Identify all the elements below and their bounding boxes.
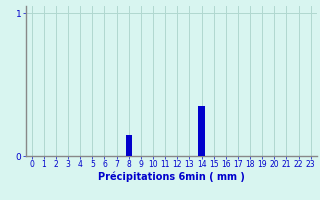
X-axis label: Précipitations 6min ( mm ): Précipitations 6min ( mm ) xyxy=(98,172,244,182)
Bar xyxy=(126,135,132,156)
Bar xyxy=(198,106,204,156)
